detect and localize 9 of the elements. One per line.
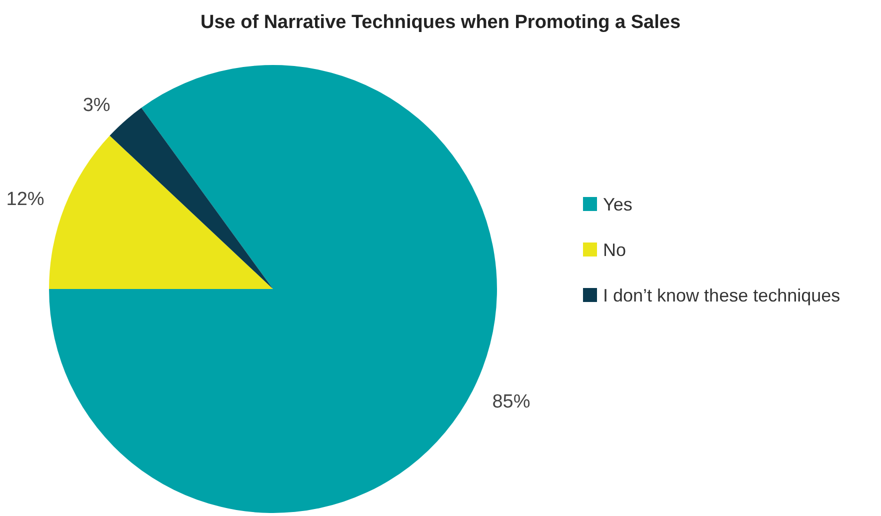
legend-label: I don’t know these techniques xyxy=(603,285,840,306)
pie-slice xyxy=(49,136,273,289)
data-label: 12% xyxy=(6,189,44,210)
data-label: 3% xyxy=(82,95,110,116)
pie-slice xyxy=(110,108,273,289)
legend-label: Yes xyxy=(603,194,632,214)
legend-label: No xyxy=(603,240,626,260)
data-label: 85% xyxy=(492,391,530,412)
chart-title: Use of Narrative Techniques when Promoting a Sales xyxy=(200,12,681,33)
